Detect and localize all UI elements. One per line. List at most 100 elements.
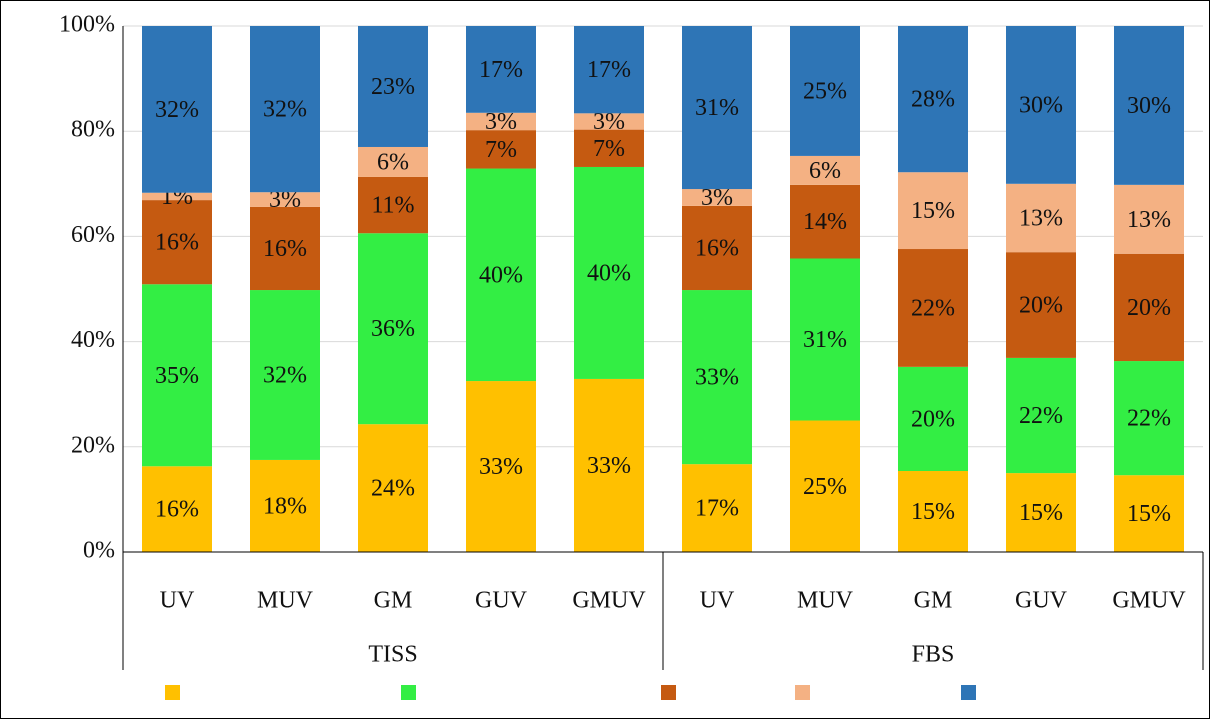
y-tick-label: 60%	[71, 222, 115, 248]
data-label: 20%	[1019, 293, 1063, 319]
legend-swatch	[661, 685, 676, 700]
data-label: 35%	[155, 363, 199, 389]
data-label: 3%	[701, 185, 733, 211]
data-label: 7%	[485, 137, 517, 163]
data-label: 40%	[479, 262, 523, 288]
bar-segment	[142, 200, 212, 285]
bar-segment	[466, 168, 536, 382]
group-label: FBS	[912, 642, 955, 668]
bar-segment	[142, 284, 212, 467]
bar-segment	[358, 146, 428, 177]
data-label: 16%	[155, 230, 199, 256]
data-label: 31%	[803, 327, 847, 353]
bar-segment	[466, 26, 536, 113]
data-label: 20%	[911, 406, 955, 432]
data-label: 16%	[155, 497, 199, 523]
bar-segment	[790, 155, 860, 185]
legend-swatch	[401, 685, 416, 700]
bar-segment	[142, 192, 212, 201]
data-label: 17%	[479, 57, 523, 83]
bar-segment	[1006, 357, 1076, 474]
bar-segment	[574, 113, 644, 130]
bar-segment	[250, 206, 320, 291]
x-tick-label: MUV	[257, 588, 314, 614]
x-tick-label: GMUV	[572, 588, 646, 614]
bar-segment	[682, 205, 752, 291]
x-tick-label: GUV	[475, 588, 528, 614]
bar-segment	[142, 26, 212, 193]
bar-segment	[250, 290, 320, 460]
data-label: 33%	[695, 365, 739, 391]
data-label: 24%	[371, 476, 415, 502]
x-tick-label: UV	[700, 588, 735, 614]
data-label: 11%	[371, 193, 414, 219]
bar-segment	[574, 378, 644, 552]
bar-segment	[898, 470, 968, 552]
x-tick-label: UV	[160, 588, 195, 614]
data-label: 22%	[1019, 403, 1063, 429]
bar-segment	[1114, 26, 1184, 185]
bar-segment	[250, 26, 320, 193]
x-tick-label: GM	[914, 588, 953, 614]
data-label: 14%	[803, 209, 847, 235]
bar-segment	[682, 26, 752, 190]
bar-segment	[898, 26, 968, 173]
bar-segment	[898, 249, 968, 367]
data-label: 33%	[587, 453, 631, 479]
x-tick-label: GUV	[1015, 588, 1068, 614]
bar-segment	[1006, 473, 1076, 552]
data-label: 40%	[587, 260, 631, 286]
bar-segment	[898, 172, 968, 250]
bar-segment	[358, 176, 428, 234]
data-label: 3%	[485, 109, 517, 135]
data-label: 18%	[263, 493, 307, 519]
data-label: 22%	[1127, 406, 1171, 432]
data-label: 32%	[155, 97, 199, 123]
data-label: 20%	[1127, 295, 1171, 321]
bar-segment	[1114, 184, 1184, 254]
data-label: 30%	[1127, 93, 1171, 119]
data-label: 15%	[1019, 500, 1063, 526]
data-label: 25%	[803, 474, 847, 500]
bar-segment	[358, 424, 428, 552]
data-label: 17%	[695, 496, 739, 522]
bar-segment	[790, 184, 860, 259]
data-label: 16%	[263, 236, 307, 262]
data-label: 22%	[911, 295, 955, 321]
data-label: 33%	[479, 454, 523, 480]
bar-segment	[1006, 183, 1076, 253]
data-label: 7%	[593, 136, 625, 162]
data-label: 23%	[371, 74, 415, 100]
data-label: 31%	[695, 95, 739, 121]
bar-segment	[250, 192, 320, 207]
legend-swatch	[961, 685, 976, 700]
data-label: 15%	[1127, 501, 1171, 527]
data-label: 15%	[911, 198, 955, 224]
data-label: 15%	[911, 499, 955, 525]
data-label: 32%	[263, 363, 307, 389]
data-label: 16%	[695, 235, 739, 261]
bar-segment	[790, 420, 860, 552]
bar-segment	[358, 26, 428, 147]
y-tick-label: 20%	[71, 432, 115, 458]
bar-segment	[466, 381, 536, 552]
y-tick-label: 80%	[71, 117, 115, 143]
bar-segment	[358, 233, 428, 425]
bar-segment	[790, 26, 860, 156]
bar-segment	[574, 26, 644, 114]
bar-segment	[466, 112, 536, 131]
bar-segment	[1114, 253, 1184, 362]
data-label: 13%	[1019, 205, 1063, 231]
bar-segment	[142, 466, 212, 552]
data-label: 25%	[803, 78, 847, 104]
bar-segment	[790, 258, 860, 421]
data-label: 32%	[263, 97, 307, 123]
data-label: 17%	[587, 57, 631, 83]
bar-segment	[682, 464, 752, 552]
bar-segment	[1114, 361, 1184, 476]
bar-segment	[1006, 252, 1076, 358]
bar-segment	[898, 366, 968, 471]
legend-swatch	[165, 685, 180, 700]
